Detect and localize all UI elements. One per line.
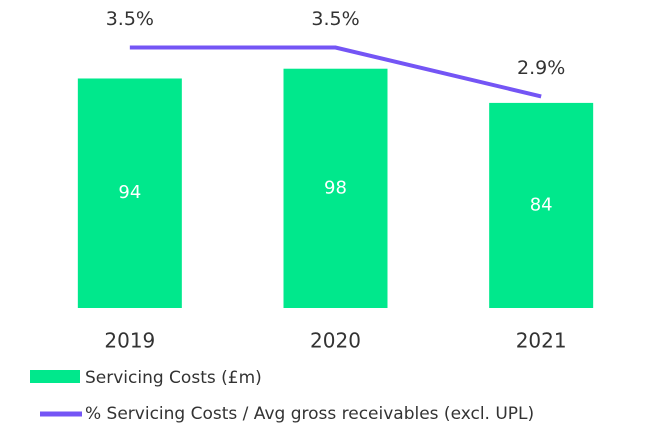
bar <box>283 68 388 308</box>
line <box>129 45 542 99</box>
legend-label: % Servicing Costs / Avg gross receivable… <box>85 404 534 424</box>
x-tick-label: 2020 <box>310 329 361 353</box>
x-tick-label: 2021 <box>516 329 567 353</box>
bar <box>77 78 182 308</box>
data-label: 2.9% <box>517 57 565 79</box>
data-label: 84 <box>530 194 553 215</box>
legend-label: Servicing Costs (£m) <box>85 368 262 388</box>
data-label: 94 <box>118 182 141 203</box>
bar <box>489 102 594 309</box>
data-label: 3.5% <box>311 8 359 30</box>
legend-swatch <box>30 370 80 383</box>
data-label: 98 <box>324 177 347 198</box>
data-label: 3.5% <box>106 8 154 30</box>
x-tick-label: 2019 <box>104 329 155 353</box>
